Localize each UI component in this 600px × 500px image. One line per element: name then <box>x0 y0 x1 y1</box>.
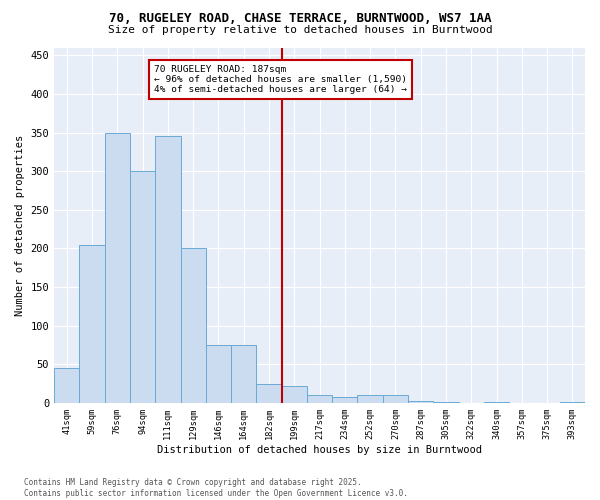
Y-axis label: Number of detached properties: Number of detached properties <box>15 134 25 316</box>
Bar <box>408 401 433 403</box>
Bar <box>560 402 585 403</box>
Bar <box>181 248 206 403</box>
Text: Size of property relative to detached houses in Burntwood: Size of property relative to detached ho… <box>107 25 493 35</box>
Bar <box>383 396 408 403</box>
Bar <box>54 368 79 403</box>
X-axis label: Distribution of detached houses by size in Burntwood: Distribution of detached houses by size … <box>157 445 482 455</box>
Bar <box>155 136 181 403</box>
Bar <box>433 402 458 403</box>
Bar <box>307 396 332 403</box>
Bar <box>256 384 281 403</box>
Bar <box>358 396 383 403</box>
Text: 70, RUGELEY ROAD, CHASE TERRACE, BURNTWOOD, WS7 1AA: 70, RUGELEY ROAD, CHASE TERRACE, BURNTWO… <box>109 12 491 26</box>
Bar <box>332 397 358 403</box>
Bar <box>231 345 256 403</box>
Text: 70 RUGELEY ROAD: 187sqm
← 96% of detached houses are smaller (1,590)
4% of semi-: 70 RUGELEY ROAD: 187sqm ← 96% of detache… <box>154 64 407 94</box>
Bar <box>105 132 130 403</box>
Text: Contains HM Land Registry data © Crown copyright and database right 2025.
Contai: Contains HM Land Registry data © Crown c… <box>24 478 408 498</box>
Bar <box>206 345 231 403</box>
Bar <box>484 402 509 403</box>
Bar <box>79 244 105 403</box>
Bar <box>130 171 155 403</box>
Bar <box>281 386 307 403</box>
